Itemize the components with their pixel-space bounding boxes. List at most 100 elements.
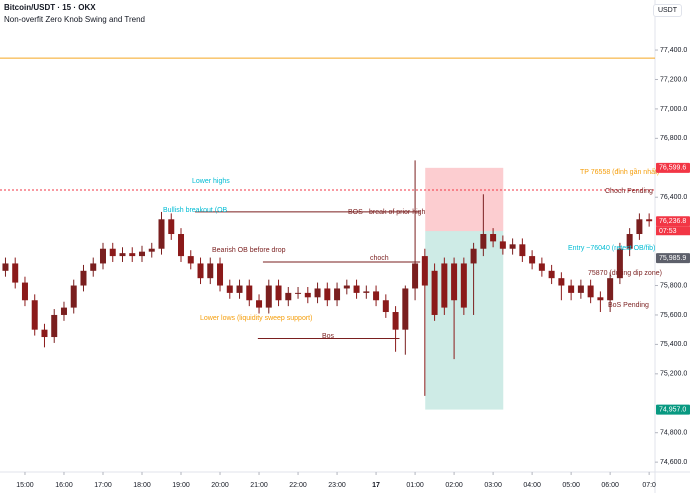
candle-body: [246, 285, 253, 301]
candle-body: [99, 248, 106, 264]
price-label-bg: [656, 162, 690, 173]
annotation: Lower highs: [192, 178, 230, 185]
candle-body: [421, 256, 428, 286]
candle-body: [217, 263, 224, 286]
candle-body: [21, 282, 28, 301]
x-tick-label: 21:00: [250, 482, 268, 489]
y-tick-label: 74,800.0: [660, 430, 687, 437]
annotation: Bos: [322, 333, 335, 340]
x-tick-label: 01:00: [406, 482, 424, 489]
candle-body: [158, 219, 165, 249]
price-label-bg: [656, 404, 690, 415]
annotation: Entry ~76040 (retest OB/fib): [568, 245, 655, 252]
annotation: Bearish OB before drop: [212, 247, 286, 254]
price-label: 76,236.8: [659, 218, 686, 225]
candle-body: [226, 285, 233, 293]
annotation: Lower lows (liquidity sweep support): [200, 315, 312, 322]
x-tick-label: 03:00: [484, 482, 502, 489]
y-tick-label: 75,800.0: [660, 282, 687, 289]
price-label-bg: [656, 216, 690, 227]
candle-body: [626, 234, 633, 249]
candle-body: [460, 263, 467, 308]
annotation: BoS Pending: [608, 302, 649, 309]
candle-body: [90, 263, 97, 271]
candle-body: [470, 248, 477, 264]
candle-body: [31, 300, 38, 330]
candle-body: [304, 292, 311, 298]
countdown-bg: [656, 226, 690, 236]
y-tick-label: 74,600.0: [660, 459, 687, 466]
candle-body: [41, 329, 48, 338]
candle-body: [548, 270, 555, 279]
candle-body: [509, 244, 516, 249]
candle-body: [577, 285, 584, 293]
candle-body: [646, 219, 653, 222]
x-tick-label: 15:00: [16, 482, 34, 489]
indicator-name: Non-overfit Zero Knob Swing and Trend: [4, 15, 145, 24]
x-tick-label: 19:00: [172, 482, 190, 489]
candle-body: [382, 300, 389, 313]
candle-body: [636, 219, 643, 235]
candle-body: [236, 285, 243, 293]
x-tick-label: 17:00: [94, 482, 112, 489]
candle-body: [295, 292, 302, 294]
candle-body: [519, 244, 526, 257]
y-tick-label: 77,400.0: [660, 47, 687, 54]
y-tick-label: 75,400.0: [660, 341, 687, 348]
candle-body: [60, 307, 67, 315]
y-tick-label: 76,800.0: [660, 135, 687, 142]
x-tick-label: 16:00: [55, 482, 73, 489]
y-tick-label: 75,200.0: [660, 371, 687, 378]
candle-body: [2, 263, 9, 271]
candle-body: [265, 285, 272, 308]
countdown: 07:53: [659, 228, 677, 235]
y-tick-label: 77,000.0: [660, 106, 687, 113]
x-tick-label: 22:00: [289, 482, 307, 489]
y-tick-label: 76,400.0: [660, 194, 687, 201]
candle-body: [499, 241, 506, 249]
candle-body: [187, 256, 194, 264]
x-tick-label: 05:00: [562, 482, 580, 489]
symbol-title: Bitcoin/USDT · 15 · OKX: [4, 3, 96, 12]
candle-body: [314, 288, 321, 298]
y-tick-label: 75,600.0: [660, 312, 687, 319]
candle-body: [12, 263, 19, 283]
annotation: Choch Pending: [605, 188, 653, 195]
candle-body: [148, 248, 155, 252]
x-tick-label: 02:00: [445, 482, 463, 489]
candle-body: [207, 263, 214, 279]
annotation: Bullish breakout (OB: [163, 207, 228, 214]
trade-zone: [425, 167, 504, 232]
x-tick-label: 17: [372, 482, 380, 489]
x-tick-label: 23:00: [328, 482, 346, 489]
candle-body: [178, 234, 185, 257]
candle-body: [392, 312, 399, 330]
candle-body: [256, 300, 263, 308]
price-label: 74,957.0: [659, 406, 686, 413]
candle-body: [334, 288, 341, 301]
candle-body: [324, 288, 331, 301]
candle-body: [363, 291, 370, 293]
candle-body: [597, 297, 604, 301]
candle-body: [558, 278, 565, 286]
x-tick-label: 04:00: [523, 482, 541, 489]
candle-body: [587, 285, 594, 298]
candle-body: [529, 256, 536, 264]
candle-body: [139, 251, 146, 257]
trade-zone: [425, 231, 504, 410]
candle-body: [80, 270, 87, 286]
candle-body: [51, 314, 58, 338]
candle-body: [119, 253, 126, 257]
candle-body: [441, 263, 448, 308]
candle-body: [109, 248, 116, 257]
candle-body: [538, 263, 545, 271]
x-tick-label: 07:0: [642, 482, 656, 489]
x-tick-label: 06:00: [601, 482, 619, 489]
candle-body: [343, 285, 350, 289]
annotation: BOS - break of prior high: [348, 209, 426, 216]
currency-button[interactable]: USDT: [652, 4, 682, 17]
price-label: 76,599.6: [659, 165, 686, 172]
candle-body: [168, 219, 175, 235]
